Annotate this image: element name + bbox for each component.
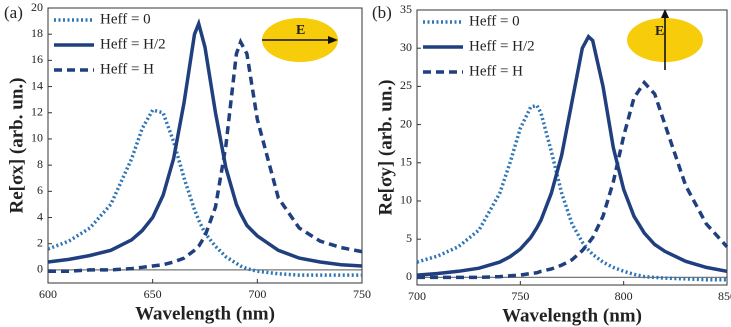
x-tick-label: 750 [511,289,529,303]
x-tick-label: 800 [615,289,633,303]
y-tick-label: 14 [31,78,43,92]
series-line [417,79,729,280]
y-tick-label: 0 [37,262,43,276]
x-tick-label: 850 [718,289,731,303]
x-axis-label: Wavelength (nm) [502,305,642,326]
y-tick-label: 20 [31,0,43,14]
y-tick-label: 35 [400,2,412,16]
panel-label: (a) [4,3,23,22]
y-tick-label: 16 [31,52,43,66]
x-tick-label: 650 [144,287,162,301]
x-tick-label: 750 [353,287,371,301]
y-tick-label: 10 [400,193,412,207]
y-axis-label: Re[σy] (arb. un.) [375,80,396,216]
series-line [48,37,363,273]
field-label: E [655,24,664,39]
series-line [416,33,728,277]
plot-frame [47,7,363,284]
legend-label: Heff = 0 [469,13,520,29]
x-axis-label: Wavelength (nm) [135,303,275,324]
y-tick-label: 20 [400,116,412,130]
y-tick-label: 6 [37,183,43,197]
y-tick-label: 0 [406,269,412,283]
legend-label: Heff = H/2 [469,38,535,54]
y-tick-label: 25 [400,78,412,92]
series-line [47,108,362,277]
y-tick-label: 12 [31,105,43,119]
x-tick-label: 600 [39,287,57,301]
y-tick-label: 2 [37,235,43,249]
y-tick-label: 4 [37,209,43,223]
arrow-head [328,36,338,44]
legend-label: Heff = H [469,63,523,79]
y-tick-label: 15 [400,155,412,169]
legend-label: Heff = 0 [100,11,151,27]
arrow-head [661,9,669,18]
series-line [47,18,363,268]
y-tick-label: 5 [406,231,412,245]
y-axis-label: Re[σx] (arb. un.) [6,78,27,214]
series-line [416,103,727,282]
x-tick-label: 700 [248,287,266,301]
y-tick-label: 18 [31,26,43,40]
legend-label: Heff = H/2 [100,36,166,52]
legend-label: Heff = H [100,61,154,77]
panel-label: (b) [372,3,392,22]
plot-frame [416,9,728,286]
y-tick-label: 8 [37,157,43,171]
x-tick-label: 700 [408,289,426,303]
field-label: E [296,23,305,38]
y-tick-label: 30 [400,40,412,54]
y-tick-label: 10 [31,131,43,145]
